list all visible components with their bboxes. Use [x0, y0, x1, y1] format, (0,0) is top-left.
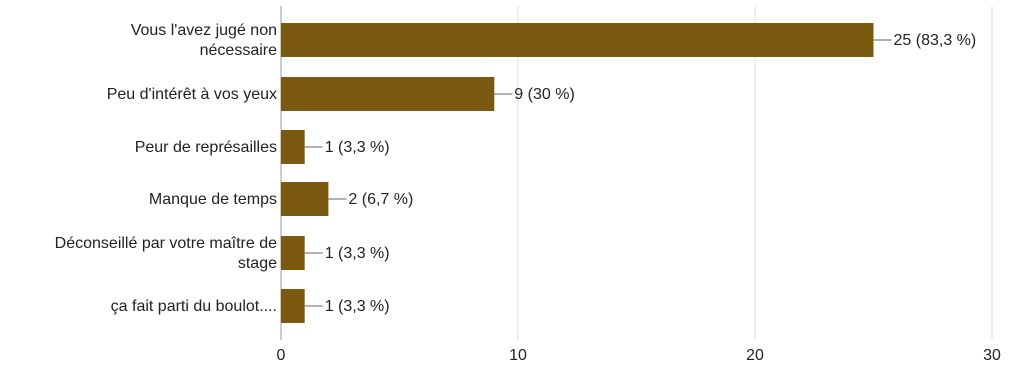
- bar-2: [281, 130, 305, 164]
- bar-0: [281, 23, 874, 57]
- category-label-line: Déconseillé par votre maître de: [55, 235, 277, 252]
- category-label-3: Manque de temps: [149, 191, 277, 208]
- category-label-line: Manque de temps: [149, 191, 277, 208]
- labels: 0 10 20 30 Vous l'avez jugé non nécessaire 25 …: [55, 22, 1001, 364]
- category-label-0: Vous l'avez jugé non nécessaire: [131, 22, 277, 59]
- bars: [281, 23, 874, 323]
- bar-5: [281, 289, 305, 323]
- bar-4: [281, 236, 305, 270]
- bar-3: [281, 182, 329, 216]
- bar-1: [281, 77, 495, 111]
- x-tick-label-30: 30: [983, 347, 1001, 364]
- category-label-line: stage: [238, 255, 277, 272]
- category-label-line: nécessaire: [200, 42, 277, 59]
- data-label-1: 9 (30 %): [514, 86, 574, 103]
- category-label-1: Peu d'intérêt à vos yeux: [107, 86, 277, 103]
- category-label-line: Vous l'avez jugé non: [131, 22, 277, 39]
- x-tick-label-20: 20: [746, 347, 764, 364]
- category-label-5: ça fait parti du boulot....: [111, 298, 277, 315]
- data-label-5: 1 (3,3 %): [325, 298, 390, 315]
- x-tick-label-10: 10: [509, 347, 527, 364]
- category-label-line: Peur de représailles: [135, 139, 277, 156]
- data-label-2: 1 (3,3 %): [325, 139, 390, 156]
- data-label-0: 25 (83,3 %): [894, 32, 977, 49]
- category-label-4: Déconseillé par votre maître de stage: [55, 235, 277, 272]
- category-label-line: Peu d'intérêt à vos yeux: [107, 86, 277, 103]
- data-label-3: 2 (6,7 %): [348, 191, 413, 208]
- data-label-4: 1 (3,3 %): [325, 245, 390, 262]
- category-label-2: Peur de représailles: [135, 139, 277, 156]
- category-label-line: ça fait parti du boulot....: [111, 298, 277, 315]
- grid: [280, 6, 993, 340]
- x-tick-label-0: 0: [277, 347, 286, 364]
